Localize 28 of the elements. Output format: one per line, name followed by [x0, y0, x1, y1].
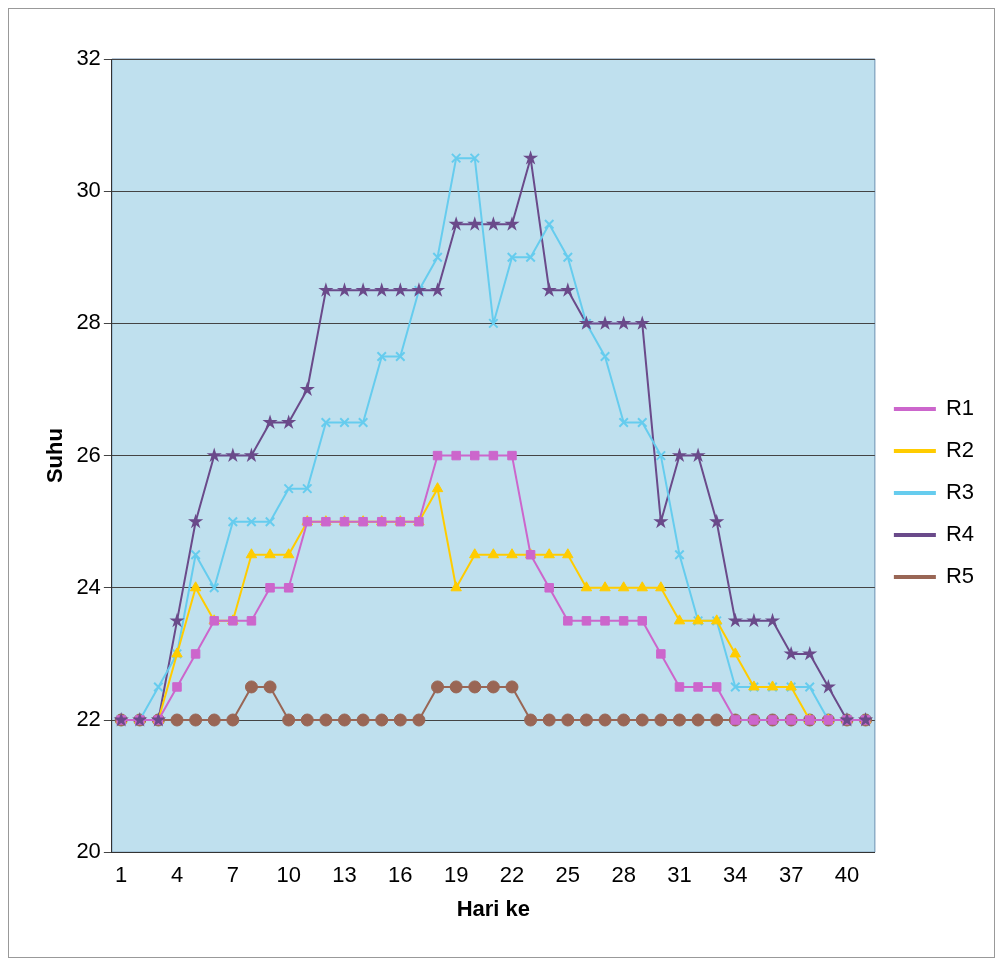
y-tick-label: 24: [76, 573, 101, 599]
x-tick-label: 13: [332, 862, 357, 888]
legend-label: R1: [945, 395, 974, 421]
legend-label: R5: [945, 563, 974, 589]
x-tick-label: 4: [170, 862, 184, 888]
x-axis-title: Hari ke: [456, 895, 531, 921]
y-tick-label: 28: [76, 309, 101, 335]
legend-label: R4: [945, 521, 974, 547]
x-tick-label: 16: [388, 862, 413, 888]
x-tick-label: 31: [667, 862, 692, 888]
x-tick-label: 40: [834, 862, 860, 888]
y-axis-title: Suhu: [42, 428, 68, 484]
y-tick-label: 32: [76, 45, 101, 71]
y-tick-label: 20: [76, 838, 101, 864]
y-tick-label: 30: [76, 177, 101, 203]
x-tick-label: 19: [443, 862, 469, 888]
x-tick-label: 25: [555, 862, 581, 888]
x-tick-label: 1: [115, 862, 128, 888]
x-tick-label: 10: [276, 862, 301, 888]
x-tick-label: 34: [723, 862, 748, 888]
x-tick-label: 37: [778, 862, 804, 888]
x-tick-label: 7: [226, 862, 239, 888]
y-tick-label: 22: [76, 706, 101, 732]
y-tick-label: 26: [76, 441, 101, 467]
x-tick-label: 28: [611, 862, 636, 888]
legend-label: R3: [945, 479, 974, 505]
legend-label: R2: [945, 437, 974, 463]
x-tick-label: 22: [499, 862, 525, 888]
